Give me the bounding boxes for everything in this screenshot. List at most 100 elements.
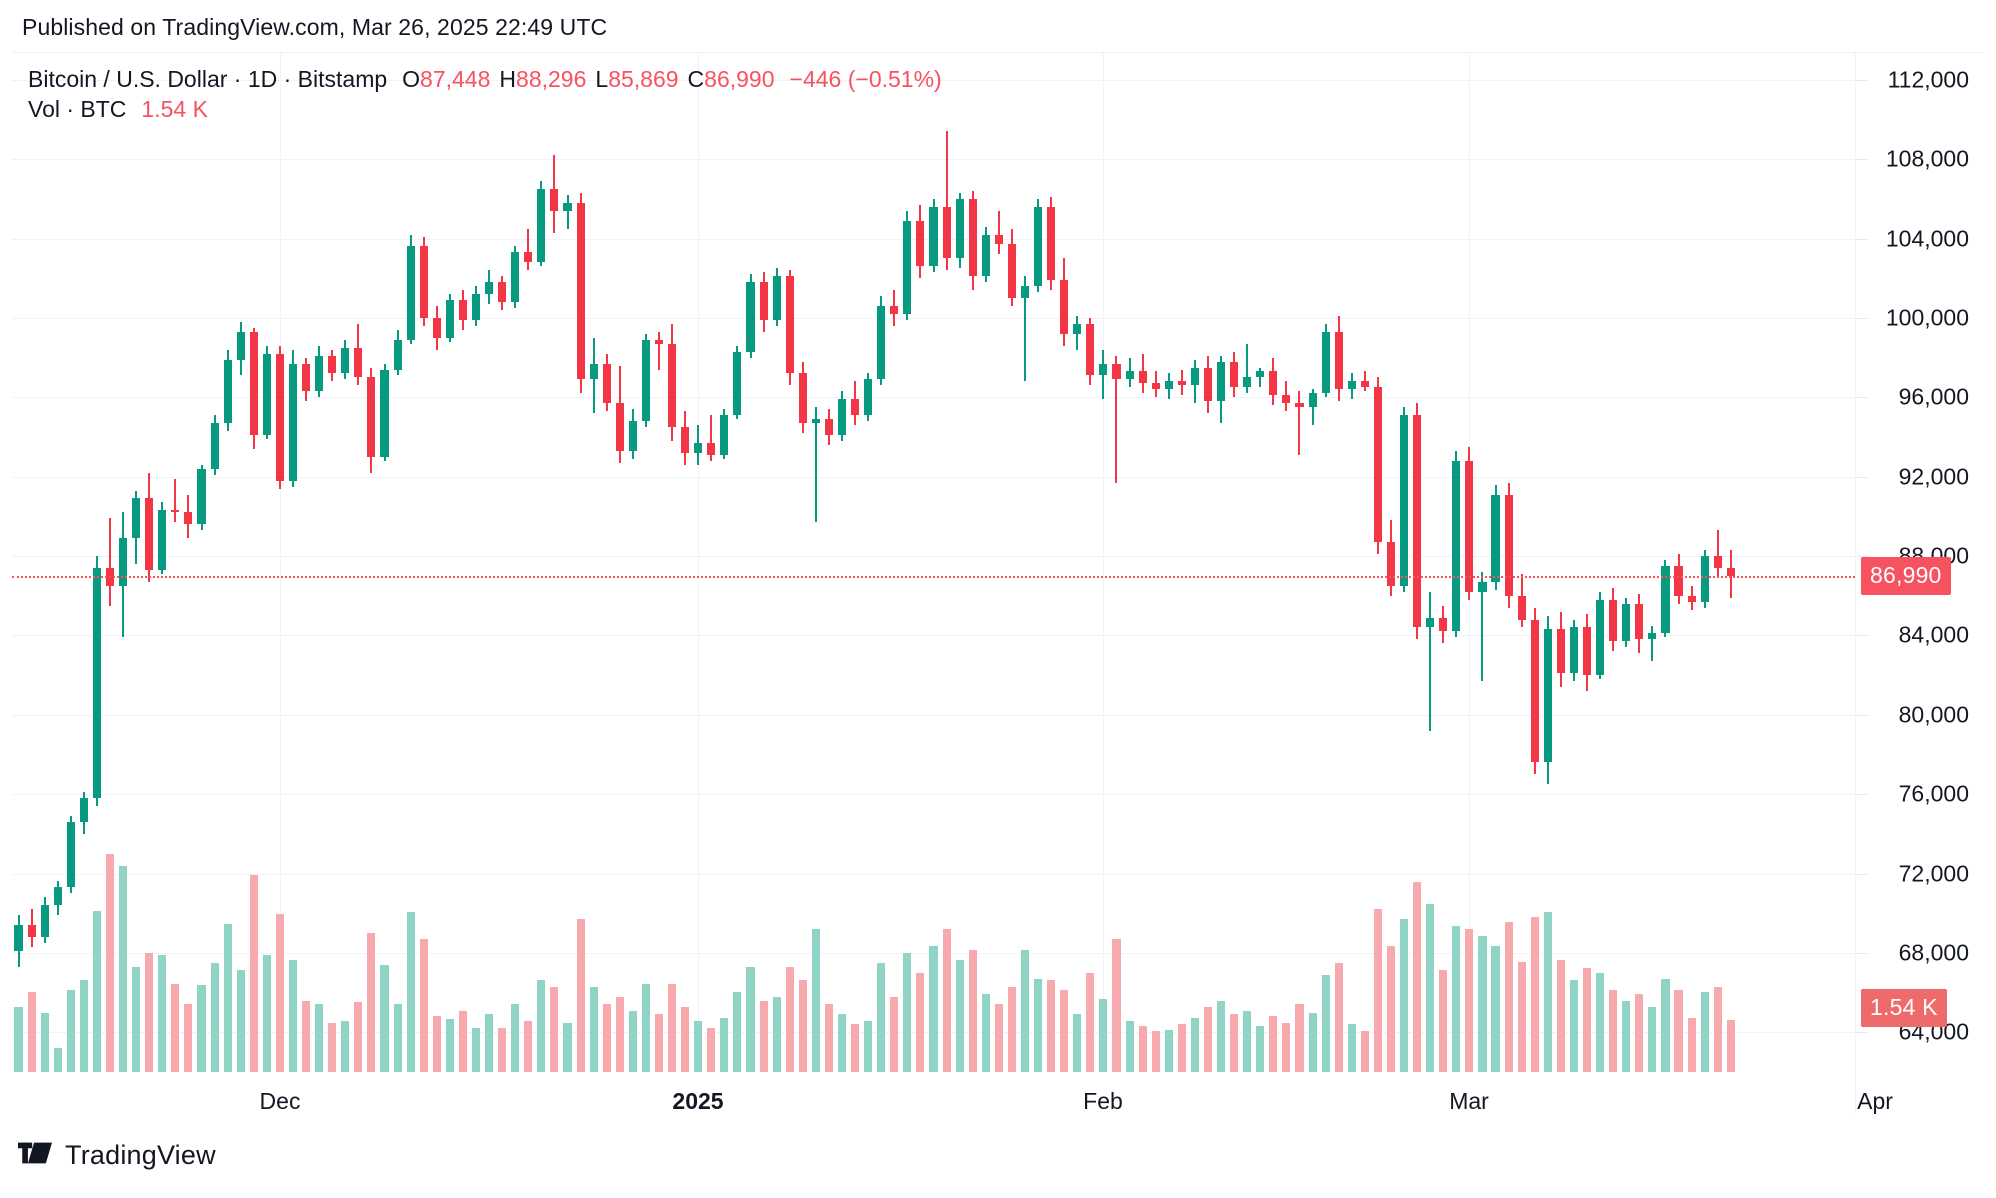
x-axis[interactable]: Dec 2025 Feb Mar Apr (12, 1072, 1893, 1114)
volume-bar (563, 1022, 572, 1072)
candle-body (1360, 381, 1369, 388)
candle-body (14, 925, 23, 951)
volume-bar (1622, 1000, 1631, 1072)
volume-bar (432, 1015, 441, 1072)
candle-body (354, 347, 363, 378)
volume-bar (262, 954, 271, 1072)
gridline-vertical (280, 52, 281, 1072)
candle-body (837, 399, 847, 435)
gridline-horizontal (12, 794, 1855, 796)
y-axis-label: 84,000 (1898, 621, 1969, 648)
candle-body (1661, 565, 1670, 634)
volume-bar (302, 1000, 311, 1072)
candle-body (288, 363, 298, 481)
x-axis-label: Dec (259, 1088, 301, 1114)
volume-bar (27, 992, 36, 1072)
candle-body (1112, 363, 1121, 380)
volume-bar (851, 1024, 860, 1072)
volume-bar (1125, 1021, 1134, 1072)
candle-body (785, 276, 794, 374)
candle-body (380, 369, 389, 457)
gridline-horizontal (12, 79, 1855, 81)
candle-body (890, 306, 899, 314)
volume-bar (759, 1000, 768, 1072)
volume-bar (354, 1002, 363, 1072)
candle-body (393, 339, 402, 370)
candle-body (1007, 244, 1016, 299)
gridline-vertical (698, 52, 699, 1072)
y-axis-tick (1856, 317, 1868, 319)
gridline-vertical (1103, 52, 1104, 1072)
volume-bar (1308, 1012, 1317, 1072)
candle-wick (527, 228, 530, 271)
volume-bar (720, 1017, 729, 1072)
x-axis-label: Apr (1857, 1088, 1893, 1114)
volume-bar (1491, 946, 1500, 1072)
candle-body (498, 282, 507, 303)
volume-bar (1661, 978, 1670, 1072)
candle-body (811, 419, 820, 424)
candle-wick (1246, 343, 1249, 394)
y-axis-tick (1856, 873, 1868, 875)
candle-body (628, 421, 637, 451)
candle-body (315, 355, 324, 392)
y-axis-tick (1856, 238, 1868, 240)
volume-bar (785, 966, 794, 1072)
candle-body (1047, 206, 1056, 281)
volume-bar (537, 980, 546, 1072)
volume-bar (1073, 1014, 1082, 1072)
y-axis-tick (1856, 952, 1868, 954)
candle-body (341, 347, 350, 374)
candle-wick (1716, 530, 1719, 578)
volume-bar (328, 1022, 337, 1072)
volume-bar (668, 983, 677, 1072)
candle-body (471, 294, 481, 320)
y-axis-price-scale[interactable]: 112,000 108,000 104,000 100,000 96,000 92,000… (1855, 52, 1985, 1114)
y-axis-label: 96,000 (1898, 383, 1969, 410)
candle-body (1177, 381, 1186, 386)
y-axis-tick (1856, 635, 1868, 637)
volume-bar (249, 874, 258, 1072)
volume-bar (1648, 1007, 1657, 1072)
y-axis-tick (1856, 556, 1868, 558)
candle-body (184, 512, 193, 525)
candle-body (550, 188, 559, 211)
candle-body (119, 538, 128, 586)
candle-body (1517, 595, 1526, 620)
candle-body (1582, 627, 1592, 676)
candle-body (1073, 323, 1082, 334)
volume-bar (380, 964, 389, 1072)
current-volume-badge: 1.54 K (1861, 988, 1947, 1027)
y-axis-label: 92,000 (1898, 463, 1969, 490)
candle-body (1217, 361, 1226, 402)
candle-body (1256, 371, 1265, 378)
volume-bar (589, 987, 598, 1072)
header-divider (12, 52, 1984, 53)
candle-body (1413, 415, 1422, 628)
candle-body (223, 359, 232, 424)
volume-bar (184, 1004, 193, 1072)
candle-body (707, 442, 716, 455)
candle-body (1086, 323, 1095, 376)
candle-body (92, 567, 101, 799)
volume-bar (1413, 881, 1422, 1072)
volume-bar (1609, 990, 1618, 1072)
candle-body (589, 363, 598, 380)
volume-bar (1138, 1026, 1147, 1072)
y-axis-tick (1856, 476, 1868, 478)
volume-bar (171, 983, 180, 1072)
candle-body (615, 403, 624, 451)
candle-body (759, 282, 768, 320)
candle-body (563, 202, 572, 211)
volume-bar (824, 1004, 833, 1072)
candle-body (903, 220, 912, 314)
candle-wick (566, 194, 569, 229)
candle-body (158, 510, 167, 570)
candle-body (654, 339, 664, 344)
volume-bar (1230, 1014, 1239, 1072)
candle-body (53, 887, 62, 906)
volume-bar (1203, 1007, 1213, 1072)
volume-bar (1007, 987, 1016, 1072)
candle-body (511, 252, 520, 303)
chart-plot-area[interactable] (12, 52, 1855, 1072)
